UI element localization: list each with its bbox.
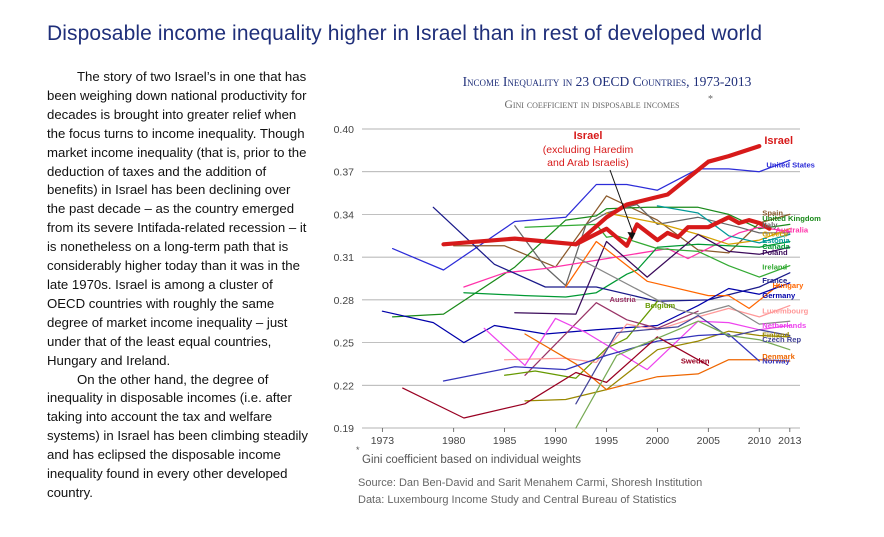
series-label-canada: Canada (762, 242, 790, 251)
series-label-estonia: Estonia (762, 236, 790, 245)
series-line-poland (514, 233, 791, 315)
series-line-belgium (503, 300, 659, 379)
x-tick-label: 2013 (778, 435, 802, 447)
series-line-czech-rep (575, 314, 791, 405)
chart-subtitle: Gini coefficient in disposable incomes (505, 99, 680, 111)
footnotes: * Gini coefficient based on individual w… (356, 445, 702, 506)
y-tick-label: 0.25 (334, 338, 355, 350)
series-line-israel (441, 143, 762, 247)
annotation-arrow-head (627, 232, 636, 241)
series-label-luxembourg: Luxembourg (762, 307, 808, 316)
y-tick-label: 0.28 (334, 295, 355, 307)
y-tick-label: 0.31 (334, 252, 355, 264)
x-tick-label: 2000 (646, 435, 670, 447)
series-label-denmark: Denmark (762, 352, 795, 361)
series-label-australia: Australia (776, 225, 809, 234)
series-label-united-states: United States (766, 161, 815, 170)
footnote: Gini coefficient based on individual wei… (362, 454, 581, 466)
series-label-belgium: Belgium (645, 301, 675, 310)
y-tick-label: 0.37 (334, 167, 355, 179)
x-tick-label: 1985 (493, 435, 517, 447)
series-label-netherlands: Netherlands (762, 321, 806, 330)
paragraph-2: On the other hand, the degree of inequal… (47, 371, 308, 500)
series-line-sweden (402, 336, 709, 419)
income-inequality-chart: Income Inequality in 23 OECD Countries, … (334, 74, 822, 506)
x-tick-label: 1980 (442, 435, 466, 447)
annotation-arrow-line (609, 169, 634, 234)
series-layer (381, 143, 791, 429)
grid-lines (362, 128, 800, 429)
x-tick-label: 1973 (371, 435, 395, 447)
series-label-israel: Israel (764, 135, 793, 147)
series-line-israel-excluding-haredim-and-arab-israelis (573, 215, 772, 248)
series-line-greece (605, 212, 791, 245)
x-axis: 1973 1980 1985 1990 1995 2000 2005 2010 2013 (371, 428, 802, 447)
y-tick-label: 0.40 (334, 124, 355, 136)
series-line-united-kingdom (391, 206, 791, 318)
series-label-united-kingdom: United Kingdom (762, 214, 821, 223)
series-line-estonia (656, 205, 791, 244)
series-line-luxembourg (503, 304, 791, 364)
page-title: Disposable income inequality higher in I… (47, 22, 763, 45)
series-line-germany (381, 282, 791, 344)
annotation-title: Israel (574, 130, 603, 142)
series-line-australia (463, 226, 791, 288)
series-line-spain (453, 195, 791, 268)
series-label-greece: Greece (762, 230, 788, 239)
series-line-france (432, 206, 791, 302)
source-text: Source: Dan Ben-David and Sarit Menahem … (358, 477, 702, 489)
series-line-hungary (565, 240, 781, 310)
series-label-hungary: Hungary (772, 281, 804, 290)
article-text: The story of two Israel’s in one that ha… (47, 68, 309, 503)
annotation-line: and Arab Israelis) (547, 157, 629, 169)
series-line-austria (524, 302, 699, 376)
series-line-slovak-rep (575, 320, 791, 429)
annotation-line: (excluding Haredim (543, 144, 634, 156)
chart-subtitle-group: Gini coefficient in disposable incomes * (505, 94, 713, 111)
series-line-canada (463, 240, 791, 298)
series-label-norway: Norway (762, 356, 790, 365)
series-label-sweden: Sweden (681, 356, 710, 365)
series-label-spain: Spain (762, 208, 783, 217)
series-line-finland (524, 330, 791, 402)
series-label-austria: Austria (610, 295, 637, 304)
series-line-netherlands (483, 317, 791, 371)
series-line-switzerland (575, 256, 791, 325)
x-tick-label: 2005 (697, 435, 721, 447)
y-tick-label: 0.22 (334, 380, 355, 392)
series-label-italy: Italy (762, 220, 778, 229)
series-label-poland: Poland (762, 248, 788, 257)
series-line-ireland (524, 223, 791, 278)
paragraph-1: The story of two Israel’s in one that ha… (47, 69, 307, 368)
series-line-italy (514, 203, 791, 287)
y-tick-label: 0.19 (334, 423, 355, 435)
x-tick-label: 1990 (544, 435, 568, 447)
x-tick-label: 2010 (748, 435, 772, 447)
chart-subtitle-asterisk: * (708, 94, 713, 105)
chart-title: Income Inequality in 23 OECD Countries, … (463, 74, 752, 89)
data-source-text: Data: Luxembourg Income Study and Centra… (358, 494, 677, 506)
series-label-czech-rep: Czech Rep (762, 335, 801, 344)
series-line-united-states (391, 159, 791, 271)
footnote-asterisk: * (356, 445, 360, 455)
series-label-germany: Germany (762, 291, 796, 300)
series-label-finland: Finland (762, 331, 789, 340)
series-line-denmark (524, 333, 791, 391)
series-label-france: France (762, 276, 787, 285)
x-tick-label: 1995 (595, 435, 619, 447)
y-axis: 0.19 0.22 0.25 0.28 0.31 0.34 0.37 0.40 (334, 124, 355, 435)
series-label-ireland: Ireland (762, 262, 787, 271)
y-tick-label: 0.34 (334, 209, 355, 221)
series-line-norway (442, 333, 760, 382)
